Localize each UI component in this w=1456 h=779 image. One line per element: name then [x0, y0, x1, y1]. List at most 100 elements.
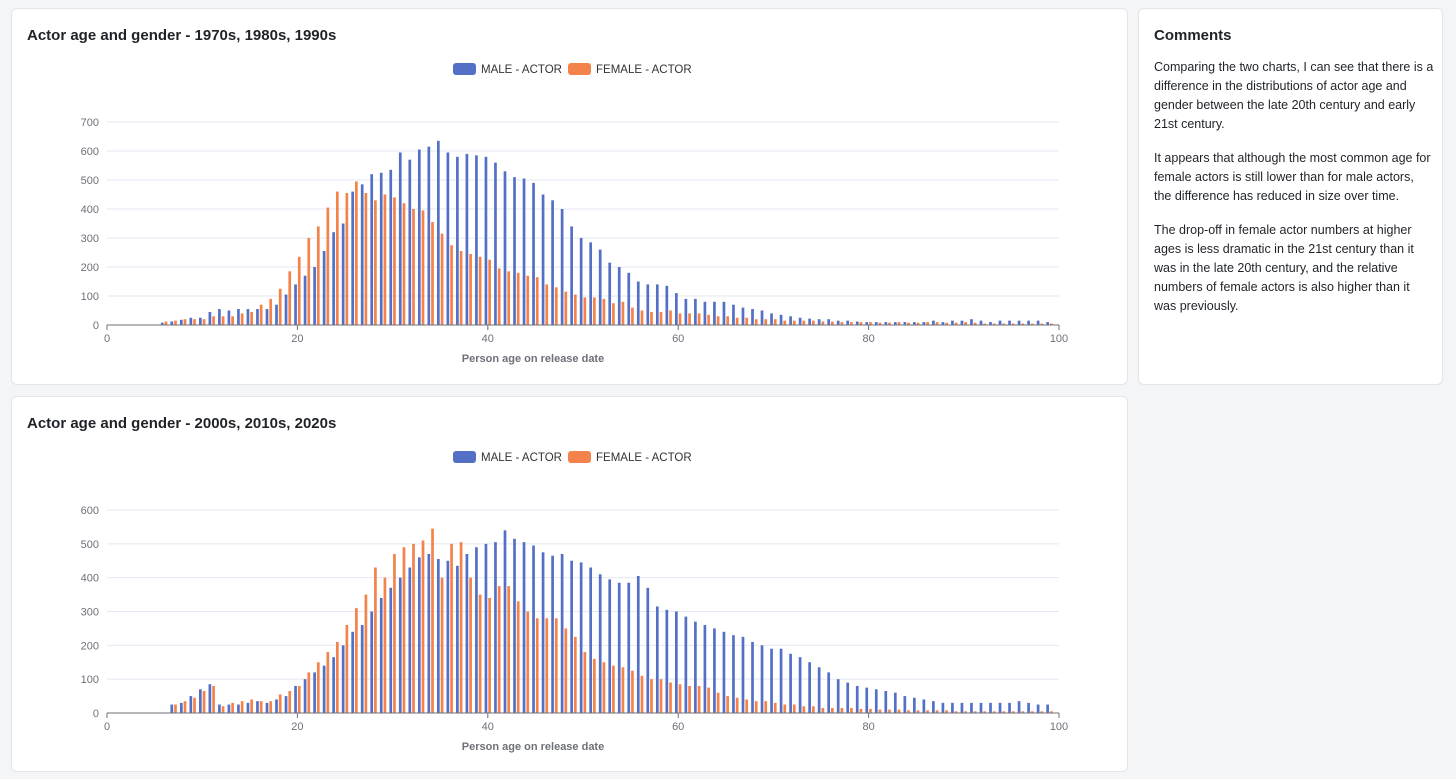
- bar-female: [792, 704, 796, 713]
- bar-male: [617, 582, 621, 713]
- y-tick-label: 600: [81, 505, 99, 517]
- bar-male: [246, 309, 250, 325]
- bar-male: [541, 194, 545, 325]
- bar-female: [1049, 323, 1053, 325]
- bar-female: [193, 319, 196, 325]
- bar-female: [707, 687, 710, 713]
- bar-female: [640, 310, 644, 325]
- bar-female: [402, 547, 406, 713]
- bar-female: [754, 319, 758, 325]
- bar-male: [179, 702, 183, 713]
- bar-male: [913, 322, 916, 325]
- bar-female: [1002, 711, 1006, 713]
- bar-male: [1036, 320, 1040, 325]
- bar-male: [408, 159, 412, 325]
- bar-male: [417, 557, 421, 713]
- bar-female: [545, 284, 549, 325]
- bar-male: [227, 704, 231, 713]
- x-tick-label: 80: [862, 333, 874, 345]
- bar-male: [303, 679, 307, 713]
- bar-female: [231, 702, 234, 713]
- bar-female: [621, 301, 625, 325]
- bar-male: [884, 691, 888, 713]
- bar-male: [665, 609, 669, 713]
- bar-male: [160, 322, 164, 325]
- bar-male: [893, 692, 897, 713]
- bar-male: [532, 182, 535, 325]
- bar-female: [907, 710, 910, 713]
- x-tick-label: 100: [1050, 721, 1068, 733]
- bar-female: [240, 701, 244, 713]
- bar-female: [831, 707, 834, 713]
- y-tick-label: 0: [93, 708, 99, 720]
- bar-male: [808, 318, 811, 325]
- bar-female: [202, 691, 206, 713]
- bar-female: [888, 709, 891, 713]
- bar-male: [579, 238, 583, 325]
- bar-female: [307, 672, 311, 713]
- bar-female: [669, 682, 672, 713]
- bar-male: [798, 317, 802, 325]
- bar-female: [240, 313, 244, 325]
- bar-male: [465, 553, 469, 713]
- x-tick-label: 20: [291, 333, 303, 345]
- bar-male: [560, 209, 564, 325]
- bar-male: [246, 702, 250, 713]
- bar-male: [874, 322, 878, 325]
- bar-female: [450, 245, 453, 325]
- bar-female: [1021, 323, 1025, 325]
- legend-label: FEMALE - ACTOR: [596, 452, 692, 464]
- bar-female: [478, 256, 482, 325]
- bar-female: [631, 307, 634, 325]
- bar-female: [355, 608, 358, 713]
- bar-female: [735, 697, 739, 713]
- bar-female: [773, 319, 777, 325]
- bar-female: [440, 577, 444, 713]
- bar-female: [621, 667, 625, 713]
- bar-male: [998, 320, 1002, 325]
- bar-female: [850, 322, 853, 325]
- bar-female: [221, 706, 225, 713]
- bar-female: [412, 209, 415, 325]
- bar-male: [903, 322, 907, 325]
- bar-male: [732, 635, 735, 713]
- x-tick-label: 100: [1050, 333, 1068, 345]
- bar-male: [427, 146, 431, 325]
- bar-male: [960, 320, 964, 325]
- bar-male: [751, 309, 754, 325]
- bar-male: [951, 320, 954, 325]
- bar-female: [526, 611, 530, 713]
- chart-card-2: Actor age and gender - 2000s, 2010s, 202…: [11, 396, 1128, 772]
- bar-male: [1008, 702, 1011, 713]
- bar-male: [713, 628, 716, 713]
- bar-female: [840, 707, 844, 713]
- bar-female: [650, 679, 653, 713]
- bar-female: [164, 321, 168, 325]
- bar-female: [183, 701, 187, 713]
- bar-female: [945, 322, 948, 325]
- bar-female: [821, 707, 825, 713]
- bar-male: [636, 575, 640, 713]
- bar-male: [684, 298, 688, 325]
- bar-male: [922, 699, 926, 713]
- bar-female: [554, 618, 558, 713]
- bar-female: [174, 704, 177, 713]
- bar-female: [831, 321, 834, 325]
- bar-male: [370, 611, 374, 713]
- bar-female: [992, 323, 996, 325]
- bar-female: [183, 319, 187, 325]
- bar-female: [697, 685, 701, 713]
- bar-female: [973, 711, 977, 713]
- bar-female: [783, 704, 787, 713]
- bar-female: [869, 322, 872, 325]
- bar-male: [694, 298, 697, 325]
- bar-male: [865, 687, 869, 713]
- bar-male: [284, 696, 288, 713]
- bar-male: [332, 657, 335, 713]
- bar-female: [459, 542, 463, 713]
- bar-male: [208, 684, 212, 713]
- bar-female: [507, 586, 511, 713]
- bar-female: [1021, 711, 1025, 713]
- bar-female: [212, 685, 215, 713]
- bar-female: [1049, 711, 1053, 713]
